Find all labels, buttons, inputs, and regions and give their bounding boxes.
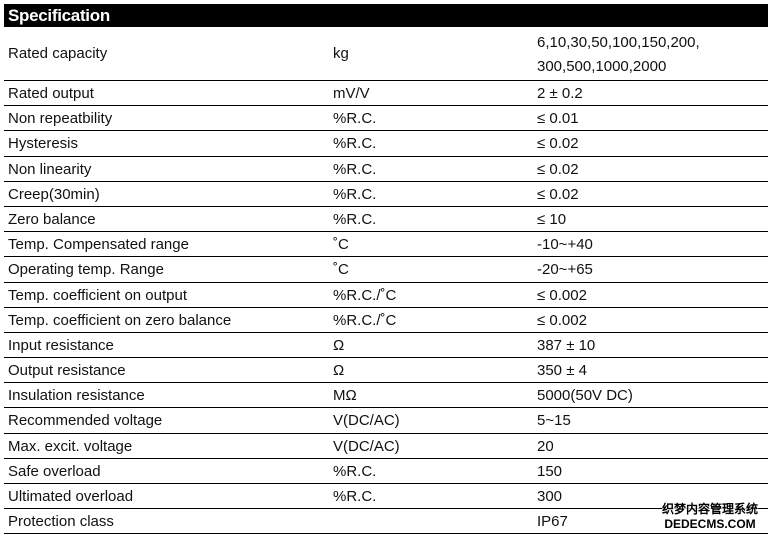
table-row: Safe overload %R.C. 150 bbox=[4, 459, 768, 484]
value-cell: IP67 bbox=[537, 513, 568, 531]
value-cell: ≤ 0.002 bbox=[537, 286, 587, 304]
value-cell: 387 ± 10 bbox=[537, 336, 596, 354]
table-row: Insulation resistance MΩ 5000(50V DC) bbox=[4, 383, 768, 409]
param-cell: Hysteresis bbox=[8, 135, 79, 153]
value-cell: ≤ 0.02 bbox=[537, 135, 579, 153]
unit-cell: %R.C. bbox=[333, 160, 377, 178]
value-cell: 20 bbox=[537, 437, 554, 455]
table-row: Zero balance %R.C. ≤ 10 bbox=[4, 207, 768, 233]
table-row: Hysteresis %R.C. ≤ 0.02 bbox=[4, 131, 768, 157]
value-cell: 6,10,30,50,100,150,200, 300,500,1000,200… bbox=[537, 34, 700, 75]
table-row: Non linearity %R.C. ≤ 0.02 bbox=[4, 157, 768, 182]
table-row: Temp. coefficient on zero balance %R.C./˚… bbox=[4, 308, 768, 333]
value-cell: 150 bbox=[537, 462, 563, 480]
param-cell: Protection class bbox=[8, 513, 114, 531]
table-row: Rated output mV/V 2 ± 0.2 bbox=[4, 81, 768, 107]
table-row: Output resistance Ω 350 ± 4 bbox=[4, 358, 768, 384]
unit-cell: ˚C bbox=[333, 236, 349, 254]
param-cell: Ultimated overload bbox=[8, 488, 134, 505]
param-cell: Rated capacity bbox=[8, 45, 108, 62]
table-row: Max. excit. voltage V(DC/AC) 20 bbox=[4, 434, 768, 459]
unit-cell: ˚C bbox=[333, 261, 349, 279]
unit-cell: mV/V bbox=[333, 85, 370, 102]
unit-cell: %R.C./˚C bbox=[333, 311, 397, 329]
param-cell: Operating temp. Range bbox=[8, 261, 164, 279]
value-cell: 5000(50V DC) bbox=[537, 387, 633, 405]
value-cell: 350 ± 4 bbox=[537, 362, 587, 380]
unit-cell: V(DC/AC) bbox=[333, 412, 400, 430]
value-cell: 5~15 bbox=[537, 412, 571, 430]
param-cell: Insulation resistance bbox=[8, 387, 145, 405]
param-cell: Recommended voltage bbox=[8, 412, 163, 430]
unit-cell: %R.C. bbox=[333, 210, 377, 228]
table-row: Ultimated overload %R.C. 300 bbox=[4, 484, 768, 510]
unit-cell: kg bbox=[333, 45, 349, 62]
param-cell: Non repeatbility bbox=[8, 110, 113, 128]
watermark-line2: DEDECMS.COM bbox=[664, 517, 756, 531]
unit-cell: MΩ bbox=[333, 387, 357, 405]
table-row: Creep(30min) %R.C. ≤ 0.02 bbox=[4, 182, 768, 207]
table-row: Operating temp. Range ˚C -20~+65 bbox=[4, 257, 768, 283]
unit-cell: %R.C. bbox=[333, 135, 377, 153]
param-cell: Safe overload bbox=[8, 462, 101, 480]
table-row: Recommended voltage V(DC/AC) 5~15 bbox=[4, 408, 768, 434]
param-cell: Input resistance bbox=[8, 336, 114, 354]
specification-table: Rated capacity kg 6,10,30,50,100,150,200, … bbox=[4, 28, 768, 535]
unit-cell: %R.C. bbox=[333, 185, 377, 203]
table-row: Temp. Compensated range ˚C -10~+40 bbox=[4, 232, 768, 258]
value-cell: ≤ 10 bbox=[537, 210, 567, 228]
value-cell: ≤ 0.01 bbox=[537, 110, 579, 128]
param-cell: Non linearity bbox=[8, 160, 92, 178]
value-cell: ≤ 0.02 bbox=[537, 160, 579, 178]
param-cell: Rated output bbox=[8, 85, 94, 102]
table-row: Non repeatbility %R.C. ≤ 0.01 bbox=[4, 106, 768, 132]
table-row: Input resistance Ω 387 ± 10 bbox=[4, 333, 768, 359]
value-cell: 2 ± 0.2 bbox=[537, 85, 583, 102]
unit-cell: Ω bbox=[333, 336, 345, 354]
param-cell: Temp. coefficient on output bbox=[8, 286, 188, 304]
table-row: Temp. coefficient on output %R.C./˚C ≤ 0.0… bbox=[4, 283, 768, 308]
value-cell: 300 bbox=[537, 488, 563, 505]
param-cell: Max. excit. voltage bbox=[8, 437, 133, 455]
unit-cell: V(DC/AC) bbox=[333, 437, 400, 455]
unit-cell: Ω bbox=[333, 362, 345, 380]
param-cell: Zero balance bbox=[8, 210, 96, 228]
value-cell: ≤ 0.02 bbox=[537, 185, 579, 203]
unit-cell: %R.C./˚C bbox=[333, 286, 397, 304]
param-cell: Temp. coefficient on zero balance bbox=[8, 311, 232, 329]
unit-cell: %R.C. bbox=[333, 488, 377, 505]
unit-cell: %R.C. bbox=[333, 462, 377, 480]
watermark: 织梦内容管理系统 DEDECMS.COM bbox=[662, 502, 759, 532]
value-cell: -20~+65 bbox=[537, 261, 593, 279]
table-row: Rated capacity kg 6,10,30,50,100,150,200, … bbox=[4, 28, 768, 81]
value-cell: -10~+40 bbox=[537, 236, 593, 254]
section-title: Specification bbox=[4, 4, 768, 27]
watermark-line1: 织梦内容管理系统 bbox=[662, 502, 759, 516]
table-row: Protection class IP67 bbox=[4, 509, 768, 535]
param-cell: Output resistance bbox=[8, 362, 126, 380]
param-cell: Temp. Compensated range bbox=[8, 236, 189, 254]
param-cell: Creep(30min) bbox=[8, 185, 100, 203]
value-cell: ≤ 0.002 bbox=[537, 311, 587, 329]
unit-cell: %R.C. bbox=[333, 110, 377, 128]
